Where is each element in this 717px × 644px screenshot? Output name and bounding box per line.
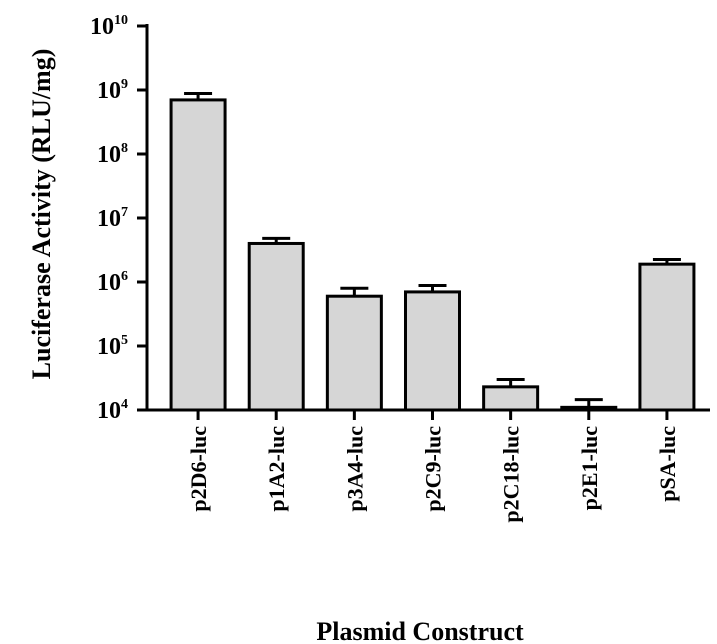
y-tick-label: 108 bbox=[97, 141, 128, 168]
bars bbox=[169, 98, 696, 412]
x-tick-label: pSA-luc bbox=[655, 426, 680, 502]
y-ticks: 104 105 106 107 108 109 1010 bbox=[90, 13, 147, 424]
bar-pSA-luc bbox=[638, 262, 696, 412]
x-ticks: p2D6-luc p1A2-luc p3A4-luc p2C9-luc p2C18-lu… bbox=[186, 410, 680, 523]
bar-p2C18-luc bbox=[482, 385, 540, 412]
bar-p2C9-luc bbox=[404, 290, 461, 412]
x-tick-label: p2E1-luc bbox=[577, 426, 602, 511]
y-axis-label: Luciferase Activity (RLU/mg) bbox=[27, 49, 56, 380]
x-tick-label: p2D6-luc bbox=[186, 426, 211, 512]
bar-p3A4-luc bbox=[325, 294, 383, 412]
y-tick-label: 109 bbox=[97, 77, 128, 104]
bar-p1A2-luc bbox=[247, 241, 305, 412]
x-axis-label: Plasmid Construct bbox=[316, 617, 524, 644]
y-tick-label: 105 bbox=[97, 333, 128, 360]
y-tick-label: 1010 bbox=[90, 13, 128, 40]
error-bars bbox=[184, 92, 681, 408]
bar-p2D6-luc bbox=[169, 98, 227, 412]
y-tick-label: 107 bbox=[97, 205, 128, 232]
x-tick-label: p2C9-luc bbox=[421, 426, 446, 512]
x-tick-label: p2C18-luc bbox=[499, 426, 524, 523]
y-tick-label: 104 bbox=[97, 397, 128, 424]
x-tick-label: p3A4-luc bbox=[342, 426, 367, 512]
x-tick-label: p1A2-luc bbox=[264, 426, 289, 512]
bar-p2E1-luc bbox=[560, 405, 618, 412]
y-tick-label: 106 bbox=[97, 269, 128, 296]
